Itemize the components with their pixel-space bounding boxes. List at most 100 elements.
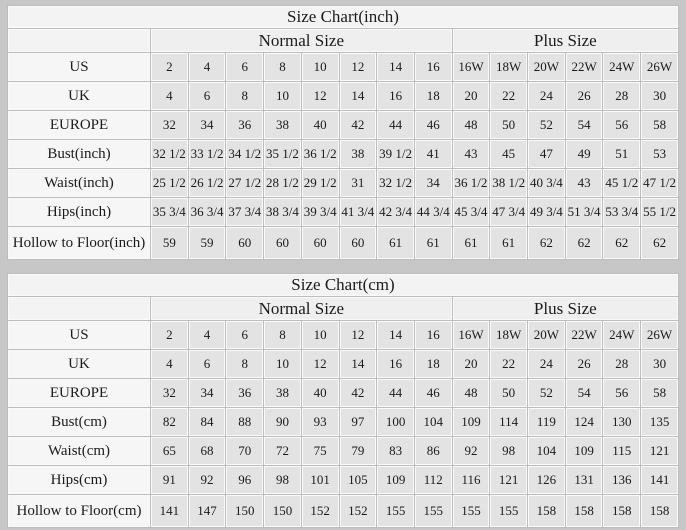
size-cell: 62 [603,227,641,259]
table-title: Size Chart(cm) [8,274,678,296]
size-cell: 24 [528,350,565,378]
size-cell: 88 [226,408,264,436]
size-cell: 126 [528,466,565,494]
size-cell: 35 1/2 [264,140,301,168]
size-cell: 43 [565,169,603,197]
size-cell: 131 [565,466,603,494]
size-cell: 98 [490,437,528,465]
size-cell: 29 1/2 [301,169,339,197]
size-cell: 16 [377,82,414,110]
size-cell: 10 [264,82,301,110]
corner-cell [8,297,150,320]
size-cell: 40 [301,379,339,407]
normal-size-header: Normal Size [151,297,452,320]
size-cell: 91 [151,466,188,494]
table-row: Waist(inch) 25 1/2 26 1/2 27 1/2 28 1/2 29 1/… [8,169,678,197]
size-cell: 20 [452,82,490,110]
size-cell: 104 [528,437,565,465]
size-cell: 4 [151,350,188,378]
size-cell: 47 [528,140,565,168]
size-cell: 60 [264,227,301,259]
size-cell: 14 [377,321,414,349]
size-cell: 22 [490,82,528,110]
size-cell: 109 [452,408,490,436]
table-row: UK 4 6 8 10 12 14 16 18 20 22 24 26 28 30 [8,82,678,110]
size-cell: 150 [264,495,301,527]
size-cell: 28 1/2 [264,169,301,197]
size-cell: 8 [264,53,301,81]
size-cell: 40 [301,111,339,139]
table-row: US 2 4 6 8 10 12 14 16 16W 18W 20W 22W 24W 26W [8,53,678,81]
table-title: Size Chart(inch) [8,6,678,28]
size-cell: 36 [226,379,264,407]
size-cell: 24W [603,321,641,349]
size-cell: 155 [452,495,490,527]
size-cell: 109 [377,466,414,494]
size-cell: 8 [226,350,264,378]
size-cell: 152 [339,495,377,527]
size-cell: 114 [490,408,528,436]
size-cell: 24 [528,82,565,110]
size-cell: 26 1/2 [188,169,226,197]
size-cell: 135 [641,408,678,436]
size-cell: 141 [641,466,678,494]
size-cell: 20W [528,53,565,81]
size-cell: 54 [565,111,603,139]
plus-size-header: Plus Size [452,297,678,320]
size-cell: 52 [528,379,565,407]
size-cell: 58 [641,111,678,139]
row-label: Hips(cm) [8,466,150,494]
size-cell: 109 [565,437,603,465]
size-cell: 49 [565,140,603,168]
size-cell: 112 [414,466,452,494]
size-cell: 50 [490,111,528,139]
size-cell: 50 [490,379,528,407]
size-cell: 56 [603,379,641,407]
row-label: Hips(inch) [8,198,150,226]
size-cell: 59 [151,227,188,259]
size-cell: 12 [339,321,377,349]
size-cell: 62 [565,227,603,259]
size-charts-container: Size Chart(inch) Normal Size Plus Size US 2 4… [7,5,679,528]
table-title-row: Size Chart(inch) [8,6,678,28]
size-cell: 8 [264,321,301,349]
size-cell: 24W [603,53,641,81]
row-label: EUROPE [8,379,150,407]
row-label: Waist(inch) [8,169,150,197]
size-cell: 155 [377,495,414,527]
size-cell: 43 [452,140,490,168]
size-cell: 22W [565,53,603,81]
size-cell: 26W [641,321,678,349]
size-cell: 104 [414,408,452,436]
size-cell: 6 [226,53,264,81]
size-cell: 14 [377,53,414,81]
size-cell: 147 [188,495,226,527]
size-cell: 47 1/2 [641,169,678,197]
size-cell: 61 [490,227,528,259]
size-cell: 121 [641,437,678,465]
size-cell: 119 [528,408,565,436]
size-cell: 93 [301,408,339,436]
size-cell: 40 3/4 [528,169,565,197]
size-cell: 32 [151,379,188,407]
size-cell: 75 [301,437,339,465]
table-row: Hips(inch) 35 3/4 36 3/4 37 3/4 38 3/4 39 3/4… [8,198,678,226]
normal-size-header: Normal Size [151,29,452,52]
size-cell: 10 [301,53,339,81]
size-cell: 31 [339,169,377,197]
row-label: Hollow to Floor(inch) [8,227,150,259]
size-cell: 16 [414,321,452,349]
size-cell: 38 [339,140,377,168]
size-cell: 16W [452,321,490,349]
size-cell: 90 [264,408,301,436]
size-cell: 54 [565,379,603,407]
size-cell: 20 [452,350,490,378]
size-cell: 14 [339,350,377,378]
size-cell: 32 1/2 [151,140,188,168]
size-cell: 38 1/2 [490,169,528,197]
size-cell: 59 [188,227,226,259]
table-size-chart-cm: Size Chart(cm) Normal Size Plus Size US 2 4 6 8… [7,273,679,528]
size-cell: 62 [528,227,565,259]
table-row: Waist(cm) 65 68 70 72 75 79 83 86 92 98 104 109 115 12… [8,437,678,465]
